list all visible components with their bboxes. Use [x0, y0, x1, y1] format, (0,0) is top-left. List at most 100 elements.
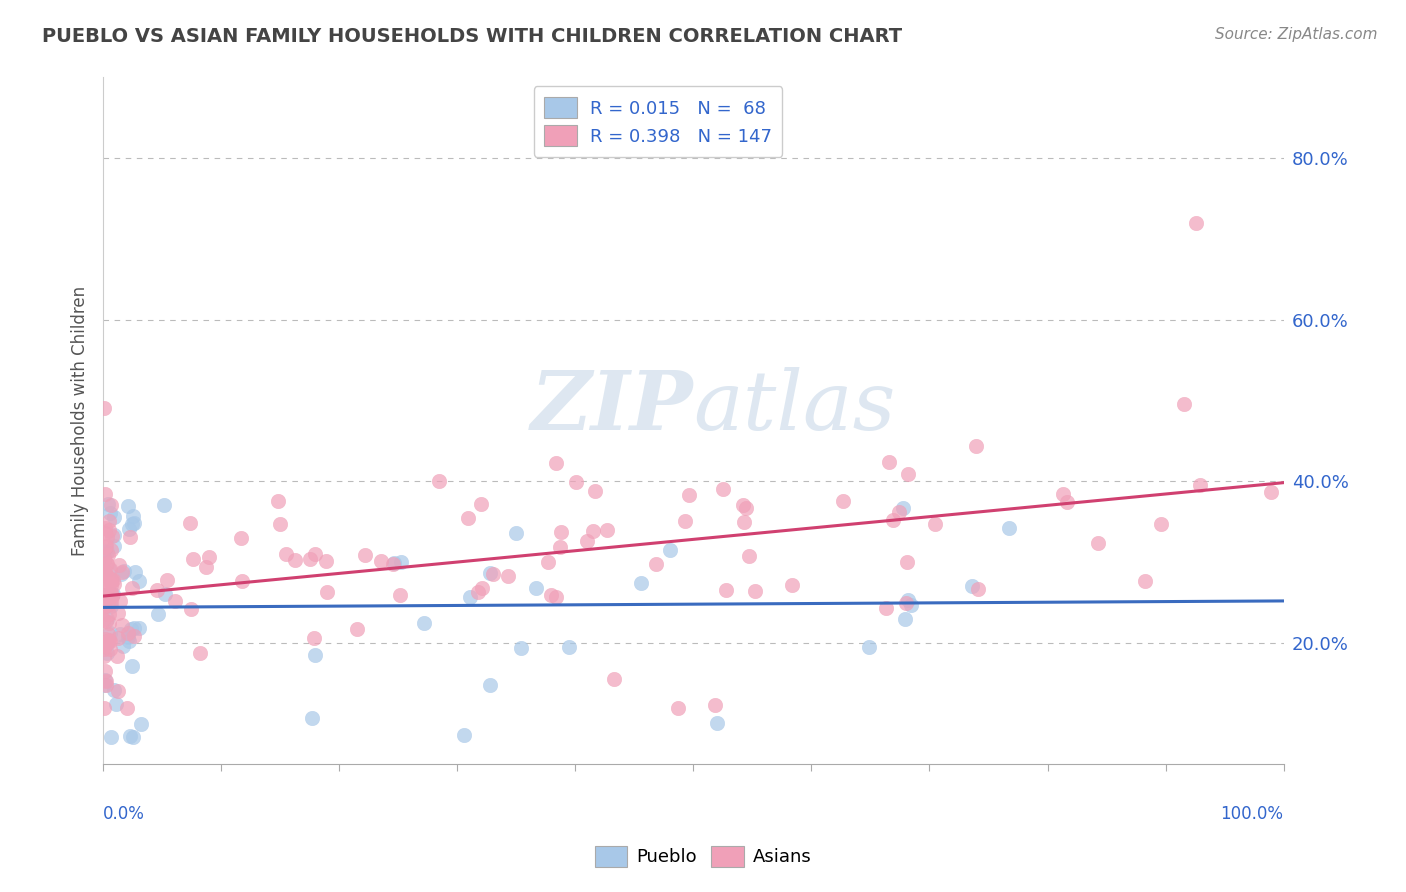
Point [673, 515, 696, 529]
Point [100, 599, 122, 614]
Point [145, 582, 167, 597]
Point [98, 562, 121, 576]
Point [496, 568, 519, 582]
Point [733, 515, 755, 529]
Point [370, 554, 392, 568]
Point [897, 592, 920, 607]
Point [128, 621, 150, 635]
Point [875, 600, 897, 615]
Point [93, 678, 115, 692]
Point [122, 509, 145, 524]
Point [780, 578, 803, 592]
Point [121, 582, 143, 596]
Point [897, 467, 920, 482]
Point [124, 566, 146, 580]
Point [965, 440, 987, 454]
Point [630, 575, 652, 590]
Point [354, 548, 377, 562]
Point [544, 456, 567, 470]
Point [96, 637, 118, 651]
Point [117, 499, 139, 513]
Point [96, 557, 118, 571]
Point [110, 627, 132, 641]
Point [304, 547, 326, 561]
Point [882, 513, 904, 527]
Point [105, 697, 128, 711]
Point [94, 673, 117, 687]
Point [93, 648, 115, 663]
Point [93, 401, 115, 415]
Point [93, 700, 115, 714]
Point [118, 729, 141, 743]
Point [101, 529, 124, 543]
Point [711, 482, 734, 496]
Point [94, 632, 117, 646]
Point [107, 558, 129, 573]
Point [101, 587, 124, 601]
Point [93, 600, 115, 615]
Point [678, 488, 700, 502]
Point [548, 540, 571, 554]
Point [97, 599, 120, 613]
Point [550, 525, 572, 540]
Point [153, 498, 176, 512]
Point [107, 606, 129, 620]
Point [97, 632, 120, 647]
Point [96, 569, 118, 583]
Point [714, 583, 737, 598]
Point [94, 556, 117, 570]
Point [301, 711, 323, 725]
Point [583, 484, 606, 499]
Point [110, 567, 132, 582]
Point [1150, 516, 1173, 531]
Point [1188, 478, 1211, 492]
Point [659, 543, 682, 558]
Point [94, 583, 117, 598]
Point [103, 573, 125, 587]
Text: ZIP: ZIP [530, 368, 693, 447]
Point [112, 565, 135, 579]
Point [389, 555, 412, 569]
Point [146, 607, 169, 622]
Point [891, 500, 914, 515]
Point [120, 622, 142, 636]
Point [100, 594, 122, 608]
Point [97, 627, 120, 641]
Point [93, 567, 115, 582]
Point [269, 516, 291, 531]
Point [93, 613, 115, 627]
Point [315, 554, 337, 568]
Point [924, 517, 946, 532]
Point [107, 631, 129, 645]
Point [889, 505, 911, 519]
Point [97, 616, 120, 631]
Point [121, 730, 143, 744]
Point [96, 614, 118, 628]
Point [128, 574, 150, 589]
Point [94, 639, 117, 653]
Point [179, 516, 201, 530]
Point [96, 612, 118, 626]
Legend: Pueblo, Asians: Pueblo, Asians [588, 838, 818, 874]
Point [94, 593, 117, 607]
Point [505, 526, 527, 541]
Point [122, 621, 145, 635]
Point [302, 631, 325, 645]
Point [93, 591, 115, 605]
Legend: R = 0.015   N =  68, R = 0.398   N = 147: R = 0.015 N = 68, R = 0.398 N = 147 [533, 87, 782, 157]
Point [229, 531, 252, 545]
Point [115, 700, 138, 714]
Point [197, 549, 219, 564]
Point [94, 545, 117, 559]
Point [96, 646, 118, 660]
Point [1185, 216, 1208, 230]
Point [93, 487, 115, 501]
Point [582, 524, 605, 539]
Point [427, 474, 450, 488]
Point [103, 577, 125, 591]
Point [96, 530, 118, 544]
Point [155, 574, 177, 588]
Point [97, 497, 120, 511]
Point [100, 543, 122, 558]
Point [304, 648, 326, 662]
